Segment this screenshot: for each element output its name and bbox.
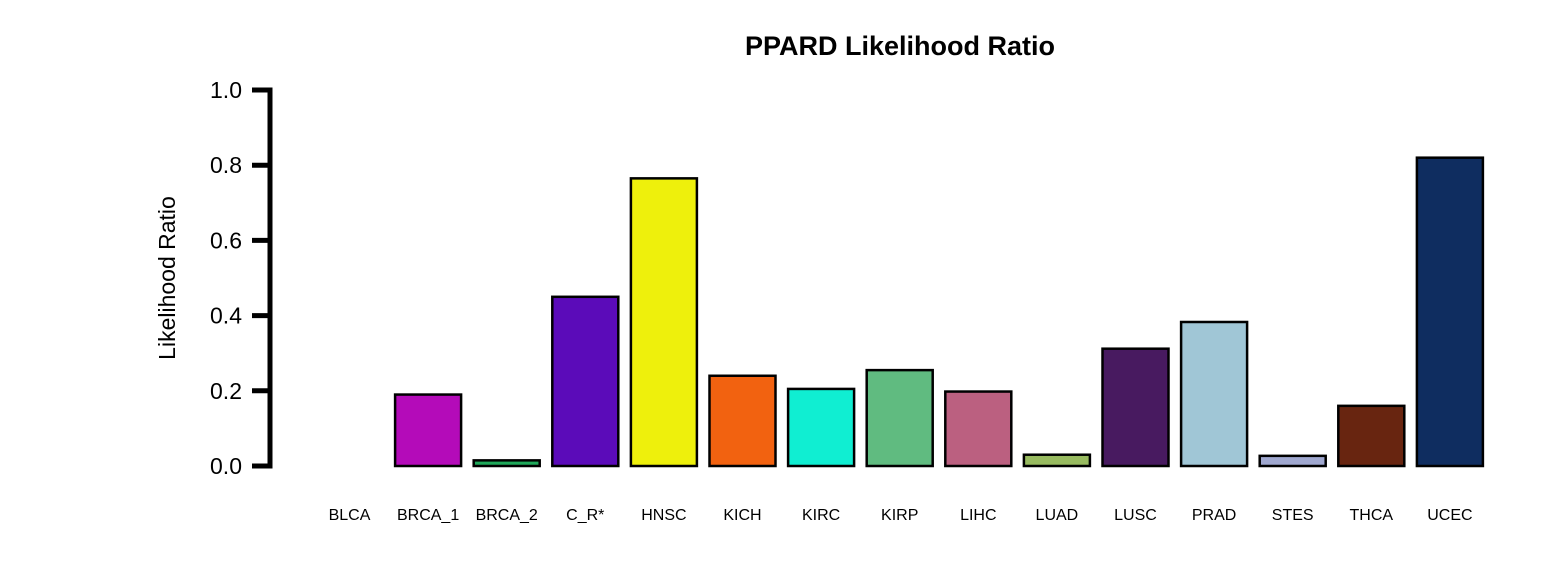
bar-brca-2 [472, 459, 541, 468]
y-tick-label: 0.4 [210, 303, 242, 329]
y-tick-label: 1.0 [210, 77, 242, 103]
x-tick-label: THCA [1350, 507, 1394, 524]
chart-title: PPARD Likelihood Ratio [745, 31, 1055, 61]
bar-luad [1022, 453, 1092, 468]
x-tick-label: UCEC [1427, 507, 1472, 524]
bar-brca-1 [393, 393, 463, 468]
y-axis: 0.0 0.2 0.4 0.6 0.8 1.0 [210, 77, 273, 479]
x-tick-label: BLCA [329, 507, 371, 524]
y-tick-label: 0.2 [210, 378, 242, 404]
bar-stes [1258, 454, 1327, 468]
bar-prad [1179, 320, 1249, 468]
x-axis-tick-labels: BLCA BRCA_1 BRCA_2 C_R* HNSC KICH KIRC KIRP LIHC… [329, 507, 1473, 524]
bar-kirp [865, 368, 934, 468]
x-tick-label: LIHC [960, 507, 996, 524]
x-tick-label: LUAD [1036, 507, 1079, 524]
bar-lusc [1101, 347, 1170, 468]
bar-ucec [1415, 156, 1485, 468]
bar-thca [1337, 404, 1406, 468]
bar-kich [708, 374, 777, 468]
x-tick-label: HNSC [641, 507, 686, 524]
y-tick-label: 0.8 [210, 152, 242, 178]
bar-lihc [944, 390, 1013, 468]
x-tick-label: STES [1272, 507, 1314, 524]
bar-c-r [551, 295, 620, 468]
x-tick-label: KIRC [802, 507, 840, 524]
x-tick-label: C_R* [566, 507, 604, 524]
x-tick-label: BRCA_1 [397, 507, 459, 524]
y-tick-label: 0.0 [210, 453, 242, 479]
y-tick-label: 0.6 [210, 227, 242, 253]
x-tick-label: PRAD [1192, 507, 1236, 524]
x-tick-label: BRCA_2 [476, 507, 538, 524]
bar-hnsc [629, 177, 699, 468]
bars [393, 156, 1485, 468]
x-tick-label: KICH [723, 507, 761, 524]
bar-kirc [786, 387, 856, 468]
x-tick-label: KIRP [881, 507, 918, 524]
x-tick-label: LUSC [1114, 507, 1157, 524]
y-axis-label: Likelihood Ratio [154, 196, 180, 360]
